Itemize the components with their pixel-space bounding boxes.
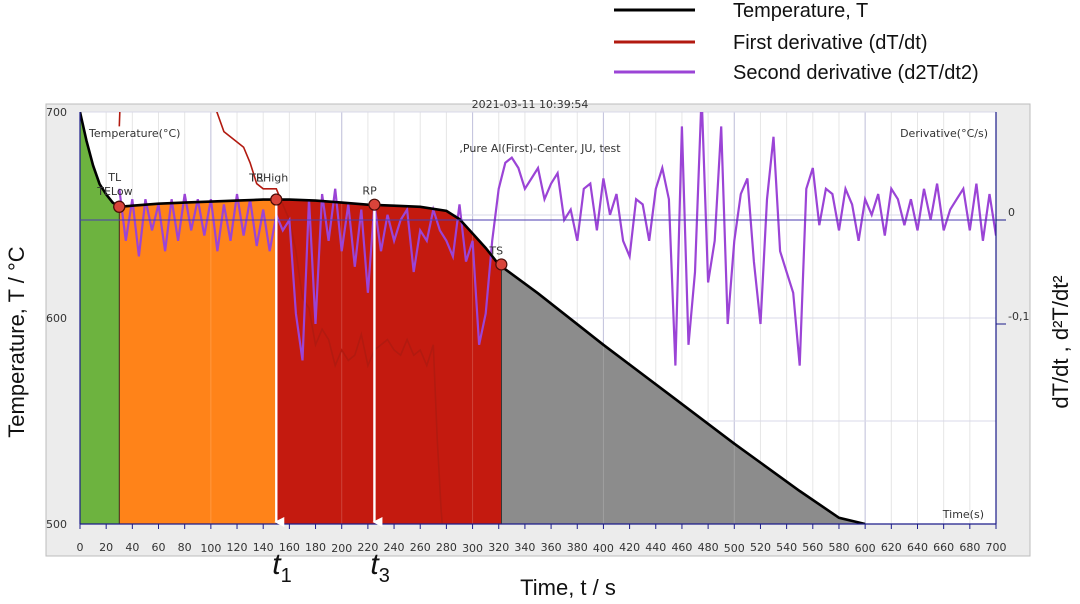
- x-tick-label-major: 600: [855, 542, 876, 555]
- y2-tick-label: 0: [1008, 206, 1015, 219]
- regions: [80, 112, 866, 524]
- x-tick-label: 20: [99, 541, 113, 554]
- x-axis-title: Time, t / s: [520, 575, 616, 600]
- y-tick-label: 600: [46, 312, 67, 325]
- arrows: t1 t3: [272, 205, 390, 587]
- x-tick-label: 540: [776, 541, 797, 554]
- inner-temp-axis-label: Temperature(°C): [88, 127, 180, 140]
- x-tick-label: 640: [907, 541, 928, 554]
- x-tick-label: 560: [802, 541, 823, 554]
- legend-label-first-derivative: First derivative (dT/dt): [733, 32, 927, 54]
- x-tick-label: 280: [436, 541, 457, 554]
- arrow-label-t1: t1: [272, 548, 291, 587]
- point-marker: [495, 258, 508, 271]
- x-tick-label: 220: [357, 541, 378, 554]
- legend-label-temperature: Temperature, T: [733, 0, 868, 22]
- x-tick-label: 660: [933, 541, 954, 554]
- legend-label-second-derivative: Second derivative (d2T/dt2): [733, 62, 979, 84]
- point-label-tehigh: TEHigh: [248, 172, 288, 185]
- region-orange: [118, 199, 277, 524]
- x-tick-label: 420: [619, 541, 640, 554]
- series-lines: [80, 112, 996, 524]
- legend: Temperature, T First derivative (dT/dt) …: [614, 0, 979, 84]
- y-axis-title: Temperature, T / °C: [4, 246, 29, 438]
- x-tick-label: 120: [227, 541, 248, 554]
- x-tick-label-major: 100: [200, 542, 221, 555]
- point-marker: [270, 193, 283, 206]
- x-tick-label: 460: [671, 541, 692, 554]
- x-tick-label: 260: [410, 541, 431, 554]
- x-tick-label-major: 300: [462, 542, 483, 555]
- point-label-tl: TL: [107, 171, 122, 184]
- x-tick-label: 0: [77, 541, 84, 554]
- x-tick-label-major: 500: [724, 542, 745, 555]
- y-tick-label: 500: [46, 518, 67, 531]
- x-tick-label-major: 200: [331, 542, 352, 555]
- point-label-tr: TR: [248, 172, 264, 185]
- axes: 500 600 700 0 -0,1 0 20 40 60 80 120 140 160 180 220 24…: [46, 106, 1029, 555]
- x-tick-label: 140: [253, 541, 274, 554]
- x-tick-label: 520: [750, 541, 771, 554]
- point-label-telow: TELow: [96, 185, 132, 198]
- x-tick-label: 160: [279, 541, 300, 554]
- point-marker: [113, 200, 126, 213]
- region-red: [275, 199, 502, 524]
- x-tick-label: 60: [152, 541, 166, 554]
- series-first-derivative: [118, 112, 444, 524]
- point-label-rp: RP: [362, 185, 377, 198]
- x-tick-label: 320: [488, 541, 509, 554]
- x-tick-label: 40: [125, 541, 139, 554]
- x-tick-label: 360: [541, 541, 562, 554]
- x-tick-label: 580: [828, 541, 849, 554]
- x-tick-label: 620: [881, 541, 902, 554]
- inner-deriv-axis-label: Derivative(°C/s): [900, 127, 988, 140]
- x-tick-label-major: 400: [593, 542, 614, 555]
- x-tick-label: 680: [959, 541, 980, 554]
- x-tick-label: 80: [178, 541, 192, 554]
- x-tick-label: 240: [384, 541, 405, 554]
- y2-tick-label: -0,1: [1008, 310, 1029, 323]
- y-tick-label: 700: [46, 106, 67, 119]
- point-marker: [368, 198, 381, 211]
- series-second-derivative: [118, 112, 996, 366]
- x-tick-label: 440: [645, 541, 666, 554]
- arrow-label-t3: t3: [370, 548, 389, 587]
- x-tick-label: 380: [567, 541, 588, 554]
- inner-time-label: Time(s): [942, 508, 984, 521]
- inner-title: ,Pure Al(First)-Center, JU, test: [459, 142, 621, 155]
- x-tick-label: 700: [986, 541, 1007, 554]
- series-temperature: [80, 112, 866, 524]
- x-tick-label: 340: [514, 541, 535, 554]
- y2-axis-title: dT/dt , d²T/dt²: [1048, 275, 1073, 408]
- header-text: 2021-03-11 10:39:54: [472, 98, 589, 111]
- x-tick-label: 480: [698, 541, 719, 554]
- point-label-ts: TS: [488, 244, 503, 257]
- x-tick-label: 180: [305, 541, 326, 554]
